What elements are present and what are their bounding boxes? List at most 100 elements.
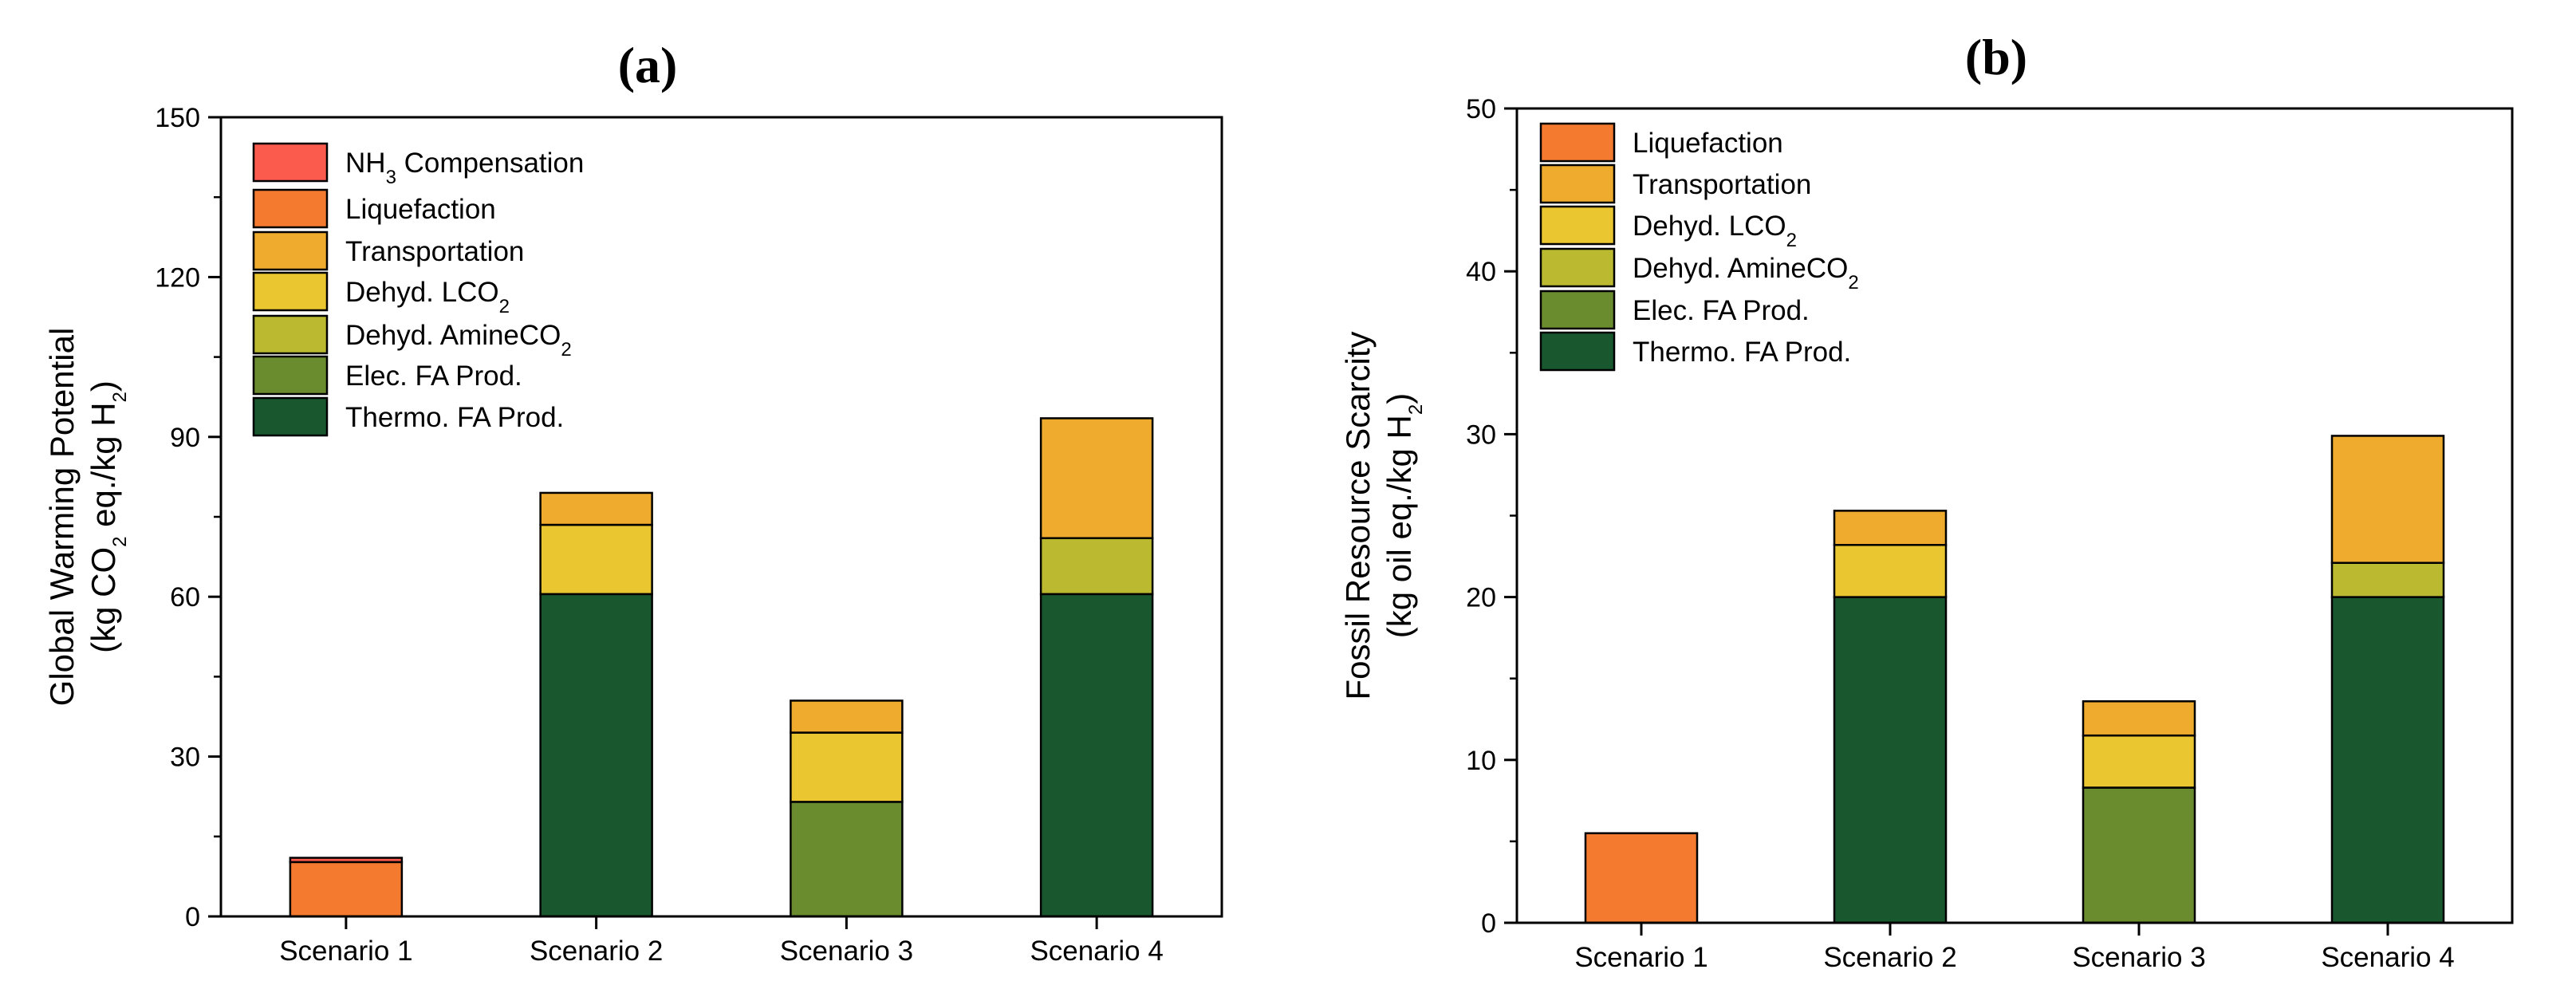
legend-label-thermo_fa_prod: Thermo. FA Prod. xyxy=(345,402,564,433)
bar-segment-elec_fa_prod-3 xyxy=(2082,786,2196,924)
subscript: 2 xyxy=(109,537,131,547)
bar-segment-dehyd_amineco2-4 xyxy=(1039,537,1154,596)
bar-segment-dehyd_lco2-3 xyxy=(790,731,904,803)
text-part: Dehyd. AmineCO xyxy=(345,320,561,351)
subscript: 2 xyxy=(561,339,571,361)
subscript: 2 xyxy=(109,392,131,402)
bar-segment-thermo_fa_prod-4 xyxy=(1039,593,1154,918)
text-part: (kg CO xyxy=(85,547,122,653)
legend-label-thermo_fa_prod: Thermo. FA Prod. xyxy=(1633,337,1851,368)
legend: NH3 Compensation Liquefaction Transportati… xyxy=(252,142,584,437)
y-tick-label: 20 xyxy=(1466,583,1496,613)
bar-segment-transportation-4 xyxy=(1039,417,1154,539)
text-part: Thermo. FA Prod. xyxy=(1633,337,1851,368)
legend-swatch-thermo_fa_prod xyxy=(252,396,329,437)
text-part: Compensation xyxy=(396,148,584,179)
legend-label-elec_fa_prod: Elec. FA Prod. xyxy=(345,361,522,392)
x-category-label: Scenario 1 xyxy=(279,936,412,967)
legend-label-dehyd_amineco2: Dehyd. AmineCO2 xyxy=(1633,253,1859,294)
legend-swatch-elec_fa_prod xyxy=(252,355,329,396)
subscript: 3 xyxy=(386,167,396,188)
bar-segment-dehyd_lco2-2 xyxy=(539,523,653,596)
y-tick-label: 10 xyxy=(1466,746,1496,776)
legend-swatch-elec_fa_prod xyxy=(1539,290,1616,330)
legend-swatch-transportation xyxy=(252,230,329,271)
x-category-label: Scenario 2 xyxy=(1823,942,1956,973)
bar-segment-thermo_fa_prod-2 xyxy=(1833,596,1948,924)
y-tick-label: 60 xyxy=(170,582,200,613)
bar-segment-transportation-4 xyxy=(2330,435,2445,564)
text-part: Liquefaction xyxy=(1633,128,1783,159)
legend-swatch-liquefaction xyxy=(252,188,329,229)
legend-swatch-nh3_compensation xyxy=(252,142,329,183)
y-tick-label: 30 xyxy=(170,743,200,773)
legend-label-transportation: Transportation xyxy=(345,236,524,267)
bar-segment-dehyd_lco2-2 xyxy=(1833,544,1948,598)
bar-segment-transportation-3 xyxy=(790,699,904,734)
text-part: Dehyd. LCO xyxy=(1633,211,1786,242)
bar-segment-nh3_compensation-1 xyxy=(289,857,404,864)
y-axis-label-line1: Global Warming Potential xyxy=(43,328,81,707)
text-part: NH xyxy=(345,148,386,179)
legend-label-liquefaction: Liquefaction xyxy=(1633,128,1783,159)
legend-swatch-liquefaction xyxy=(1539,122,1616,163)
legend-label-elec_fa_prod: Elec. FA Prod. xyxy=(1633,295,1810,326)
legend-label-liquefaction: Liquefaction xyxy=(345,194,496,225)
bar-segment-transportation-2 xyxy=(1833,510,1948,546)
text-part: ) xyxy=(85,380,122,392)
bar-segment-thermo_fa_prod-2 xyxy=(539,593,653,918)
y-tick-label: 0 xyxy=(1481,908,1496,939)
text-part: Dehyd. AmineCO xyxy=(1633,253,1848,284)
y-tick-label: 0 xyxy=(185,902,200,932)
text-part: eq./kg H xyxy=(85,402,122,536)
text-part: Elec. FA Prod. xyxy=(1633,295,1810,326)
y-axis-label: Fossil Resource Scarcity (kg oil eq./kg H… xyxy=(1339,331,1427,699)
bar-segment-elec_fa_prod-3 xyxy=(790,801,904,918)
legend-swatch-transportation xyxy=(1539,164,1616,204)
chart-panel-b: 0 10 20 30 40 50 Scenario 1 Scenario 2 Scenario … xyxy=(1339,29,2514,973)
subscript: 2 xyxy=(1786,230,1797,251)
bar-segment-dehyd_lco2-3 xyxy=(2082,734,2196,789)
y-tick-label: 40 xyxy=(1466,257,1496,287)
bar-segment-liquefaction-1 xyxy=(1584,832,1699,924)
y-axis-label-line2: (kg oil eq./kg H2) xyxy=(1381,393,1427,638)
y-tick-label: 50 xyxy=(1466,94,1496,124)
y-tick-label: 150 xyxy=(155,103,200,133)
panel-title: (b) xyxy=(1965,29,2027,85)
legend-label-nh3_compensation: NH3 Compensation xyxy=(345,148,584,188)
text-part: Transportation xyxy=(345,236,524,267)
text-part: Dehyd. LCO xyxy=(345,277,499,308)
x-category-label: Scenario 4 xyxy=(2321,942,2454,973)
legend-label-dehyd_lco2: Dehyd. LCO2 xyxy=(1633,211,1797,251)
y-axis-label-line1: Fossil Resource Scarcity xyxy=(1339,331,1377,699)
legend-swatch-dehyd_amineco2 xyxy=(252,314,329,355)
legend-swatch-dehyd_amineco2 xyxy=(1539,247,1616,288)
subscript: 2 xyxy=(1848,272,1858,294)
x-category-label: Scenario 3 xyxy=(2072,942,2205,973)
subscript: 2 xyxy=(1405,404,1427,415)
bar-segment-transportation-2 xyxy=(539,491,653,526)
legend-swatch-dehyd_lco2 xyxy=(1539,205,1616,246)
y-tick-label: 30 xyxy=(1466,420,1496,450)
text-part: (kg oil eq./kg H xyxy=(1381,415,1418,638)
legend-label-dehyd_lco2: Dehyd. LCO2 xyxy=(345,277,510,317)
bar-segment-thermo_fa_prod-4 xyxy=(2330,596,2445,924)
text-part: Elec. FA Prod. xyxy=(345,361,522,392)
text-part: Thermo. FA Prod. xyxy=(345,402,564,433)
x-category-label: Scenario 2 xyxy=(530,936,663,967)
text-part: Liquefaction xyxy=(345,194,496,225)
y-tick-label: 120 xyxy=(155,262,200,293)
y-tick-label: 90 xyxy=(170,423,200,453)
text-part: ) xyxy=(1381,393,1418,404)
bar-segment-liquefaction-1 xyxy=(289,861,404,918)
bar-segment-dehyd_amineco2-4 xyxy=(2330,561,2445,598)
legend-swatch-thermo_fa_prod xyxy=(1539,331,1616,372)
bar-segment-transportation-3 xyxy=(2082,700,2196,737)
legend-swatch-dehyd_lco2 xyxy=(252,271,329,312)
y-axis-label-line2: (kg CO2 eq./kg H2) xyxy=(85,380,131,653)
legend-label-transportation: Transportation xyxy=(1633,169,1811,200)
text-part: Transportation xyxy=(1633,169,1811,200)
y-axis-label: Global Warming Potential (kg CO2 eq./kg H… xyxy=(43,328,131,707)
